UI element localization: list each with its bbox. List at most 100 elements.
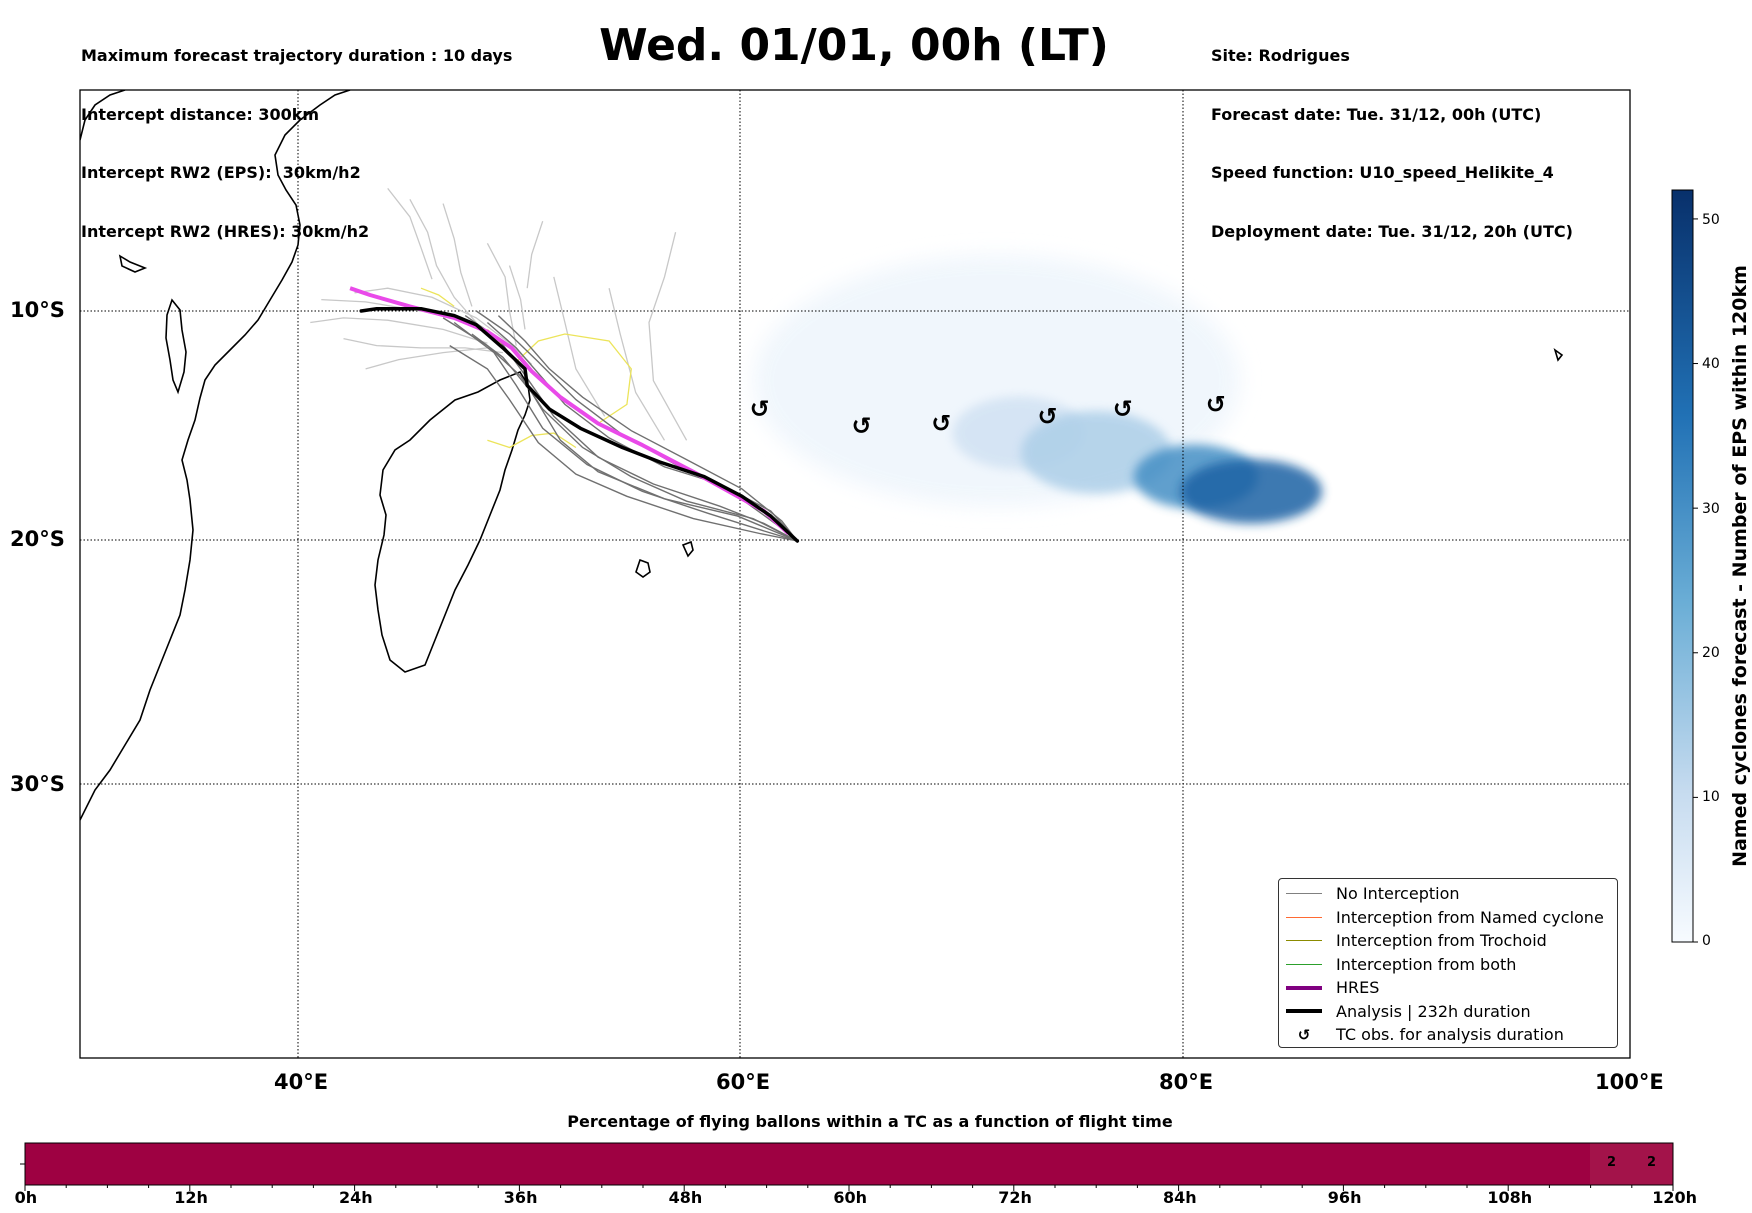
analysis-line — [359, 306, 800, 543]
eps-track — [497, 315, 798, 542]
eps-track — [453, 321, 798, 542]
tc-obs-icon: ↺ — [931, 409, 951, 437]
legend: No Interception Interception from Named … — [1278, 878, 1618, 1048]
header-line: Deployment date: Tue. 31/12, 20h (UTC) — [1211, 221, 1573, 241]
colorbar-tick-label: 40 — [1702, 356, 1720, 372]
site-info: Site: Rodrigues Forecast date: Tue. 31/1… — [1211, 7, 1573, 261]
header-line: Intercept distance: 300km — [81, 104, 320, 124]
eps-track — [387, 187, 433, 280]
legend-item: No Interception — [1279, 882, 1617, 906]
time-bar-tick-label: 120h — [1652, 1188, 1697, 1207]
legend-item: HRES — [1279, 976, 1617, 1000]
eps-track — [487, 432, 577, 449]
eps-track — [526, 220, 544, 289]
density-blob — [1020, 411, 1172, 494]
legend-swatch — [1286, 893, 1322, 895]
legend-swatch — [1286, 940, 1322, 942]
africa-coastline — [80, 90, 351, 821]
legend-label: No Interception — [1336, 884, 1460, 904]
eps-track — [486, 242, 517, 346]
cyclone-density-layer — [753, 254, 1323, 524]
legend-swatch — [1286, 1009, 1322, 1014]
tc-observations: ↺ ↺ ↺ ↺ ↺ ↺ — [750, 390, 1226, 439]
eps-track — [442, 317, 798, 542]
lat-label: 30°S — [10, 772, 65, 796]
eps-track — [508, 265, 526, 330]
eps-tracks-light — [310, 187, 688, 441]
legend-item: ↺ TC obs. for analysis duration — [1279, 1023, 1617, 1047]
eps-tracks-dark — [442, 310, 798, 542]
tc-obs-icon: ↺ — [750, 395, 770, 423]
colorbar-label-container: Named cyclones forecast - Number of EPS … — [1724, 190, 1752, 942]
island-outline — [118, 254, 148, 273]
legend-swatch — [1286, 916, 1322, 918]
africa-coastline-north — [80, 90, 126, 141]
lat-label: 20°S — [10, 527, 65, 551]
time-bar-tick-label: 84h — [1163, 1188, 1197, 1207]
tc-obs-icon: ↺ — [1037, 402, 1057, 430]
analysis-track — [359, 306, 800, 543]
time-bar-minor-ticks — [24, 1185, 1674, 1191]
coastlines — [80, 90, 1564, 821]
header-line: Intercept RW2 (HRES): 30km/h2 — [81, 221, 370, 241]
density-blob — [1180, 459, 1323, 524]
tc-obs-icon: ↺ — [1206, 390, 1226, 418]
island-outline — [165, 298, 187, 395]
eps-track — [553, 276, 606, 417]
lon-label: 100°E — [1595, 1070, 1664, 1094]
eps-track — [409, 198, 477, 323]
eps-track — [420, 287, 455, 307]
legend-label: Interception from Named cyclone — [1336, 907, 1604, 927]
legend-label: Interception from both — [1336, 954, 1517, 974]
time-bar-cell-value: 2 — [1607, 1155, 1617, 1170]
eps-track — [475, 310, 798, 542]
eps-track — [365, 347, 488, 370]
time-bar-tick-label: 96h — [1327, 1188, 1362, 1207]
colorbar-ticks — [1693, 218, 1698, 943]
eps-track — [449, 345, 798, 542]
time-bar-tick-label: 12h — [174, 1188, 208, 1207]
header-line: Maximum forecast trajectory duration : 1… — [81, 46, 513, 65]
legend-label: HRES — [1336, 978, 1380, 998]
page-title: Wed. 01/01, 00h (LT) — [599, 20, 1109, 71]
colorbar-tick-label: 20 — [1702, 645, 1720, 661]
tc-obs-icon: ↺ — [1113, 395, 1133, 423]
eps-track — [442, 203, 473, 307]
island-outline — [635, 558, 651, 578]
eps-track — [486, 321, 798, 542]
time-bar-tick-label: 36h — [503, 1188, 538, 1207]
header-line: Speed function: U10_speed_Helikite_4 — [1211, 163, 1554, 182]
header-line: Site: Rodrigues — [1211, 46, 1350, 65]
time-bar-cell-value: 2 — [1647, 1155, 1657, 1170]
time-bar — [25, 1143, 1673, 1185]
header-line: Intercept RW2 (EPS): 30km/h2 — [81, 163, 361, 182]
time-bar-highlight — [1590, 1143, 1673, 1185]
time-bar-tick-label: 108h — [1487, 1188, 1533, 1207]
legend-label: TC obs. for analysis duration — [1336, 1025, 1564, 1045]
colorbar-tick-label: 50 — [1702, 212, 1720, 228]
island-outline — [1553, 347, 1564, 362]
island-outline — [681, 540, 694, 558]
madagascar-outline — [374, 371, 531, 673]
lat-label: 10°S — [10, 298, 65, 322]
colorbar-tick-label: 0 — [1702, 933, 1711, 949]
colorbar-tick-label: 10 — [1702, 789, 1720, 805]
legend-label: Interception from Trochoid — [1336, 931, 1547, 951]
colorbar — [1671, 189, 1694, 943]
eps-track — [310, 317, 488, 344]
legend-item: Interception from Named cyclone — [1279, 906, 1617, 930]
colorbar-tick-label: 30 — [1702, 501, 1720, 517]
legend-swatch — [1286, 985, 1322, 990]
legend-item: Interception from both — [1279, 953, 1617, 977]
eps-track — [608, 288, 666, 441]
eps-track — [648, 232, 688, 441]
time-bar-tick-label: 60h — [833, 1188, 868, 1207]
legend-swatch — [1286, 963, 1322, 965]
lon-label: 80°E — [1159, 1070, 1214, 1094]
time-bar-tick-label: 48h — [668, 1188, 703, 1207]
legend-item: Analysis | 232h duration — [1279, 1000, 1617, 1024]
map-frame — [79, 89, 1631, 1059]
legend-label: Analysis | 232h duration — [1336, 1001, 1531, 1021]
time-bar-tick-label: 0h — [14, 1188, 38, 1207]
